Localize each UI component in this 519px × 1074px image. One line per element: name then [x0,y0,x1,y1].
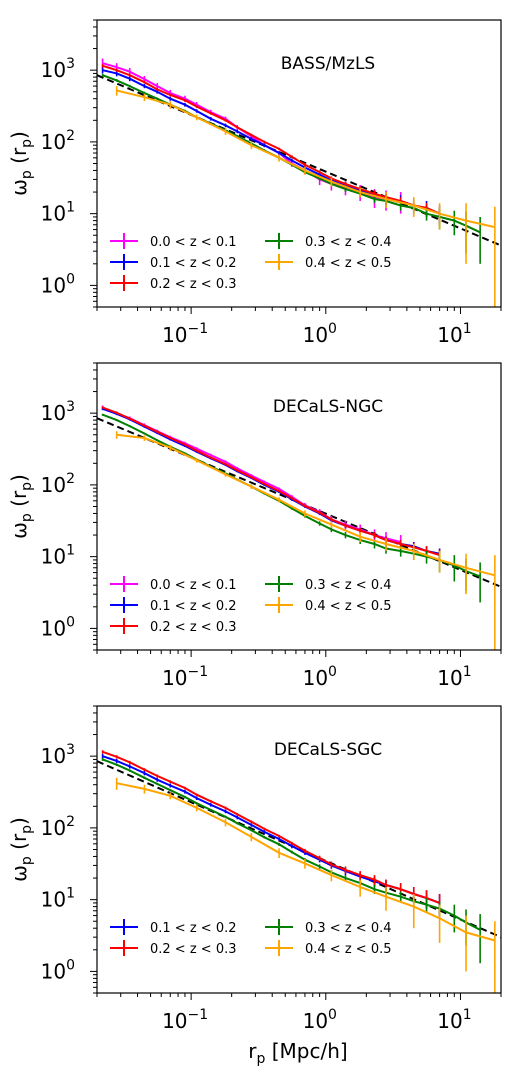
series-z4 [115,86,496,307]
y-tick-label: 102 [41,814,75,840]
series-line [102,69,441,215]
panel-title: BASS/MzLS [281,54,375,74]
minor-ticks [90,19,502,314]
y-tick-label: 103 [41,742,75,768]
legend-label: 0.3 < z < 0.4 [305,235,392,250]
legend-item-z3: 0.3 < z < 0.4 [265,919,392,936]
chart-panel-2: 10−1 100 101 100 101 102 103 DECaLS-SGC ωp (rp) 0… [7,705,502,1033]
x-tick-label: 100 [303,1007,337,1033]
y-tick-label: 100 [41,614,75,640]
plot-area [97,58,501,307]
series-line [116,782,496,942]
series-z4 [115,777,496,993]
legend: 0.0 < z < 0.1 0.1 < z < 0.2 0.2 < z < 0.3 0… [110,233,392,292]
y-tick-label: 101 [41,200,75,226]
legend-item-z4: 0.4 < z < 0.5 [265,254,392,271]
series-line [102,750,440,904]
legend-label: 0.3 < z < 0.4 [305,578,392,593]
x-tick-label: 101 [437,664,471,690]
model-line [97,74,501,247]
series-z1 [101,753,441,916]
x-tick-label: 10−1 [162,664,208,690]
legend-item-z0: 0.0 < z < 0.1 [110,233,237,250]
legend-item-z3: 0.3 < z < 0.4 [265,576,392,593]
legend-label: 0.1 < z < 0.2 [150,921,237,936]
legend-label: 0.0 < z < 0.1 [150,578,237,593]
legend-label: 0.3 < z < 0.4 [305,921,392,936]
y-tick-label: 100 [41,957,75,983]
y-axis-label: ωp (rp) [7,131,35,196]
x-tick-label: 101 [437,321,471,347]
legend-item-z0: 0.0 < z < 0.1 [110,576,237,593]
axes-frame [96,362,502,651]
x-tick-label: 10−1 [162,1007,208,1033]
y-axis-label: ωp (rp) [7,817,35,882]
minor-ticks [90,705,502,1000]
series-line [116,89,496,229]
x-tick-label: 100 [303,321,337,347]
series-line [102,406,440,557]
legend-label: 0.4 < z < 0.5 [305,599,392,614]
legend-item-z4: 0.4 < z < 0.5 [265,597,392,614]
y-tick-label: 100 [41,271,75,297]
legend-label: 0.2 < z < 0.3 [150,942,237,957]
legend: 0.0 < z < 0.1 0.1 < z < 0.2 0.2 < z < 0.3 0… [110,576,392,635]
legend-item-z1: 0.1 < z < 0.2 [110,254,237,271]
x-tick-label: 100 [303,664,337,690]
y-tick-label: 103 [41,399,75,425]
y-tick-label: 102 [41,471,75,497]
panel-title: DECaLS-NGC [273,397,383,417]
legend-label: 0.2 < z < 0.3 [150,620,237,635]
y-tick-label: 101 [41,886,75,912]
x-tick-label: 101 [437,1007,471,1033]
x-tick-label: 10−1 [162,321,208,347]
legend-label: 0.0 < z < 0.1 [150,235,237,250]
chart-panel-1: 10−1 100 101 100 101 102 103 DECaLS-NGC ωp (rp) 0… [7,362,502,690]
chart-panel-0: 10−1 100 101 100 101 102 103 BASS/MzLS ωp (rp) 0.… [7,19,502,347]
legend: 0.1 < z < 0.2 0.2 < z < 0.3 0.3 < z < 0.4 0… [110,919,392,957]
y-tick-label: 103 [41,56,75,82]
series-z2 [101,750,441,916]
legend-item-z4: 0.4 < z < 0.5 [265,940,392,957]
y-tick-label: 101 [41,543,75,569]
legend-label: 0.4 < z < 0.5 [305,256,392,271]
y-axis-label: ωp (rp) [7,474,35,539]
legend-item-z2: 0.2 < z < 0.3 [110,940,237,957]
plot-area [97,405,501,650]
series-z4 [115,431,496,650]
plot-area [97,750,501,993]
legend-label: 0.4 < z < 0.5 [305,942,392,957]
axes-frame [96,705,502,994]
x-axis-label: rp [Mpc/h] [248,1039,347,1067]
minor-ticks [90,362,502,657]
series-line [102,755,440,904]
panel-title: DECaLS-SGC [274,740,382,760]
legend-item-z1: 0.1 < z < 0.2 [110,919,237,936]
legend-label: 0.2 < z < 0.3 [150,277,237,292]
legend-item-z3: 0.3 < z < 0.4 [265,233,392,250]
legend-label: 0.1 < z < 0.2 [150,256,237,271]
legend-item-z2: 0.2 < z < 0.3 [110,275,237,292]
legend-item-z2: 0.2 < z < 0.3 [110,618,237,635]
axes-frame [96,19,502,308]
legend-label: 0.1 < z < 0.2 [150,599,237,614]
legend-item-z1: 0.1 < z < 0.2 [110,597,237,614]
y-tick-label: 102 [41,128,75,154]
series-z2 [101,64,441,221]
series-line [102,64,441,215]
series-z3 [101,413,481,603]
